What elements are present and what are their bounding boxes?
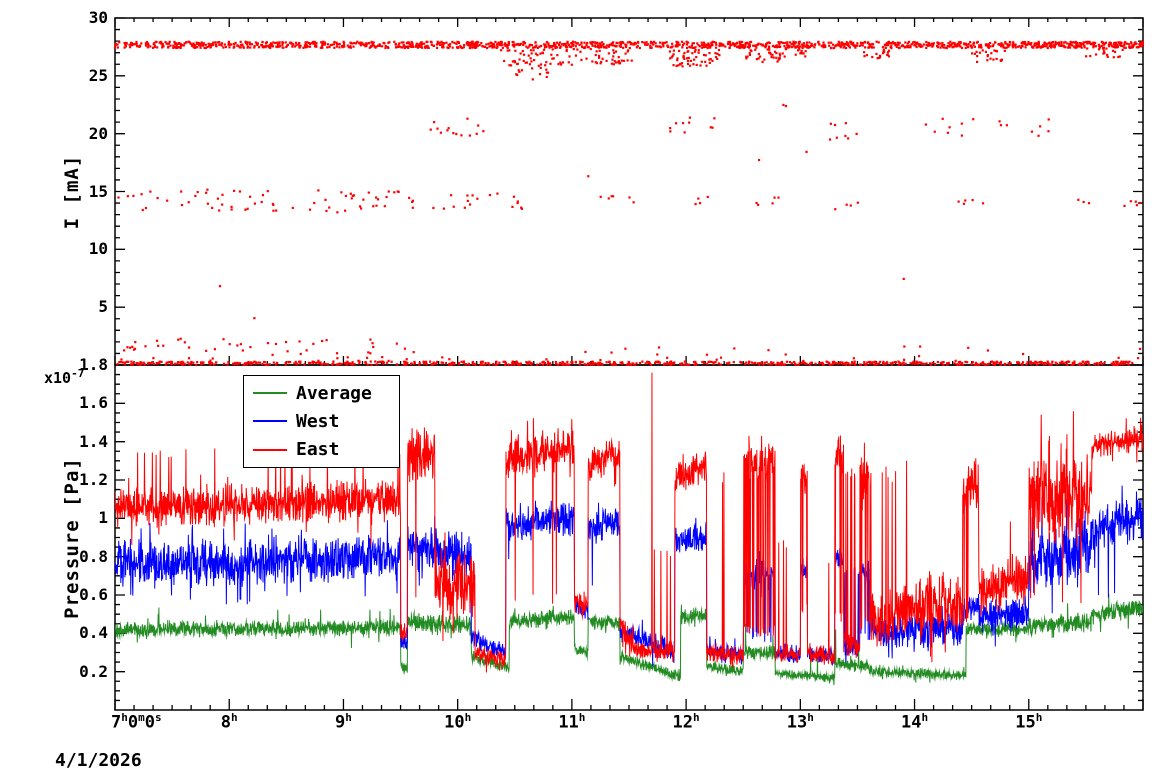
legend-label: East: [296, 439, 340, 461]
scale-base: x10: [44, 369, 72, 387]
legend-line-west: [253, 420, 287, 423]
y-tick-label-pressure: 1.6: [79, 393, 108, 413]
x-tick-label: 10h: [444, 711, 472, 733]
x-tick-label: 12h: [672, 711, 700, 733]
y-tick-label-current: 30: [88, 8, 108, 28]
top-y-axis-title: I [mA]: [61, 154, 83, 230]
legend-line-east: [253, 448, 287, 451]
y-tick-label-pressure: 0.2: [79, 661, 108, 681]
legend-item-east: East: [244, 439, 399, 460]
y-tick-label-pressure: 1.2: [79, 470, 108, 490]
legend-label: Average: [296, 382, 372, 404]
x-tick-label: 9h: [335, 711, 352, 733]
legend: Average West East: [243, 375, 400, 468]
y-tick-label-pressure: 0.4: [79, 623, 108, 643]
y-tick-label-current: 15: [88, 181, 108, 201]
y-tick-label-current: 10: [88, 239, 108, 259]
x-tick-label: 11h: [558, 711, 586, 733]
y-tick-label-current: 20: [88, 123, 108, 143]
pressure-scale-label: x10-7: [44, 368, 84, 387]
legend-line-average: [253, 392, 287, 395]
date-label: 4/1/2026: [55, 750, 142, 771]
scale-exponent: -7: [71, 367, 85, 380]
x-tick-label: 15h: [1015, 711, 1043, 733]
x-tick-label: 14h: [900, 711, 929, 733]
y-tick-label-pressure: 1.4: [79, 431, 108, 451]
y-tick-label-pressure: 1: [98, 508, 108, 528]
y-tick-label-pressure: 0.6: [79, 585, 108, 605]
y-tick-label-current: 5: [98, 297, 108, 317]
legend-label: West: [296, 410, 340, 432]
x-tick-label: 7h0m0s: [111, 711, 162, 733]
legend-item-west: West: [244, 411, 399, 432]
y-tick-label-pressure: 1.8: [79, 355, 108, 375]
legend-item-average: Average: [244, 383, 399, 404]
x-tick-label: 13h: [786, 711, 814, 733]
y-tick-label-pressure: 0.8: [79, 546, 108, 566]
x-tick-label: 8h: [220, 711, 238, 733]
y-tick-label-current: 25: [88, 65, 108, 85]
